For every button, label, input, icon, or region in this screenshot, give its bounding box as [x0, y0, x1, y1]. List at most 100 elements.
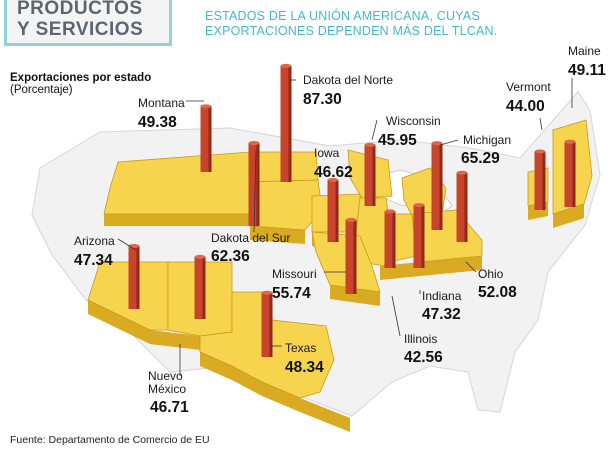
state-value-label: 44.00 [506, 98, 545, 115]
state-name-label: Vermont [506, 80, 551, 94]
bar-top [534, 149, 546, 154]
bar-shade [439, 143, 443, 230]
state-value-label: 47.32 [422, 306, 461, 323]
bar-top [364, 142, 376, 147]
bar-top [564, 139, 576, 144]
bar-shade [256, 143, 260, 226]
state-name-label: Indiana [422, 289, 462, 303]
bar-shade [464, 172, 468, 242]
state-name-label: Dakota del Sur [211, 231, 291, 245]
bar-shade [335, 179, 339, 242]
state-value-label: 47.34 [74, 252, 113, 269]
bar-maine [564, 139, 576, 207]
leader-line [253, 149, 257, 233]
bar-top [194, 254, 206, 259]
bar-dakota-del-sur [248, 141, 260, 226]
bar-shade [572, 141, 576, 207]
state-value-label: 62.36 [211, 248, 250, 265]
state-value-label: 52.08 [478, 284, 517, 301]
bar-texas [261, 290, 273, 357]
state-name-label: Montana [138, 96, 185, 110]
bar-shade [208, 106, 212, 172]
bar-face [248, 143, 257, 226]
bar-shade [421, 205, 425, 268]
bar-top [261, 290, 273, 295]
bar-shade [269, 292, 273, 357]
bar-top [431, 141, 443, 146]
state-name-label: Iowa [314, 146, 340, 160]
bar-missouri [345, 217, 357, 294]
state-value-label: 55.74 [272, 285, 311, 302]
header-subtitle: ESTADOS DE LA UNIÓN AMERICANA, CUYAS EXP… [205, 9, 498, 38]
state-name-label: Michigan [463, 133, 512, 147]
axis-unit: (Porcentaje) [10, 84, 73, 96]
leader-lines [117, 78, 573, 376]
leader-line [117, 238, 137, 251]
state-name-label: Dakota del Norte [303, 73, 394, 87]
bar-shade [542, 151, 546, 210]
bar-face [128, 246, 137, 309]
bar-nuevo-mexico [194, 254, 206, 319]
bar-shade [202, 256, 206, 319]
state-value-label: 46.62 [314, 164, 353, 181]
bar-montana [200, 104, 212, 172]
state-value-label: 45.95 [378, 132, 417, 149]
bar-top [345, 217, 357, 222]
bar-face [431, 143, 440, 230]
bar-top [248, 141, 260, 146]
bar-face [564, 141, 573, 207]
bar-shade [392, 211, 396, 268]
state-value-label: 46.71 [150, 399, 189, 416]
bar-arizona [128, 244, 140, 309]
state-value-label: 49.11 [568, 62, 606, 79]
state-name-label: Ohio [478, 267, 504, 281]
bar-face [456, 172, 465, 242]
leader-line [539, 117, 543, 131]
bar-face [200, 106, 209, 172]
bar-top [327, 177, 339, 182]
state-arizona [87, 261, 169, 331]
bar-top [456, 170, 468, 175]
state-montana [103, 151, 251, 215]
state-value-label: 87.30 [303, 91, 342, 108]
state-name-label: Missouri [272, 267, 317, 281]
state-name-label: Maine [568, 44, 601, 58]
bar-face [364, 144, 373, 206]
bar-face [345, 219, 354, 294]
bar-top [384, 209, 396, 214]
bar-vermont [534, 149, 546, 210]
bar-shade [288, 65, 292, 182]
bar-shade [372, 144, 376, 206]
bar-ohio [456, 170, 468, 242]
bar-face [534, 151, 543, 210]
leader-line [465, 261, 477, 273]
leader-line [439, 139, 459, 146]
bar-face [194, 256, 203, 319]
bar-top [200, 104, 212, 109]
bar-indiana [413, 203, 425, 268]
bar-shade [353, 219, 357, 294]
header-title: PRODUCTOS Y SERVICIOS [17, 0, 144, 40]
axis-label: Exportaciones por estado (Porcentaje) [10, 72, 151, 96]
bar-iowa [327, 177, 339, 242]
bar-top [413, 203, 425, 208]
bar-top [280, 63, 292, 68]
axis-title: Exportaciones por estado [10, 72, 152, 84]
leader-line [371, 119, 378, 141]
bar-wisconsin [364, 142, 376, 206]
state-value-label: 42.56 [404, 349, 443, 366]
state-value-label: 49.38 [138, 114, 177, 131]
state-value-label: 65.29 [461, 150, 500, 167]
state-value-label: 48.34 [285, 359, 324, 376]
bar-michigan [431, 141, 443, 230]
bar-shade [136, 246, 140, 309]
bar-face [327, 179, 336, 242]
bar-illinois [384, 209, 396, 268]
bar-dakota-del-norte [280, 63, 292, 182]
bar-group [128, 63, 576, 357]
state-name-label: Arizona [74, 234, 115, 248]
header-box: PRODUCTOS Y SERVICIOS [4, 0, 172, 46]
bar-face [384, 211, 393, 268]
